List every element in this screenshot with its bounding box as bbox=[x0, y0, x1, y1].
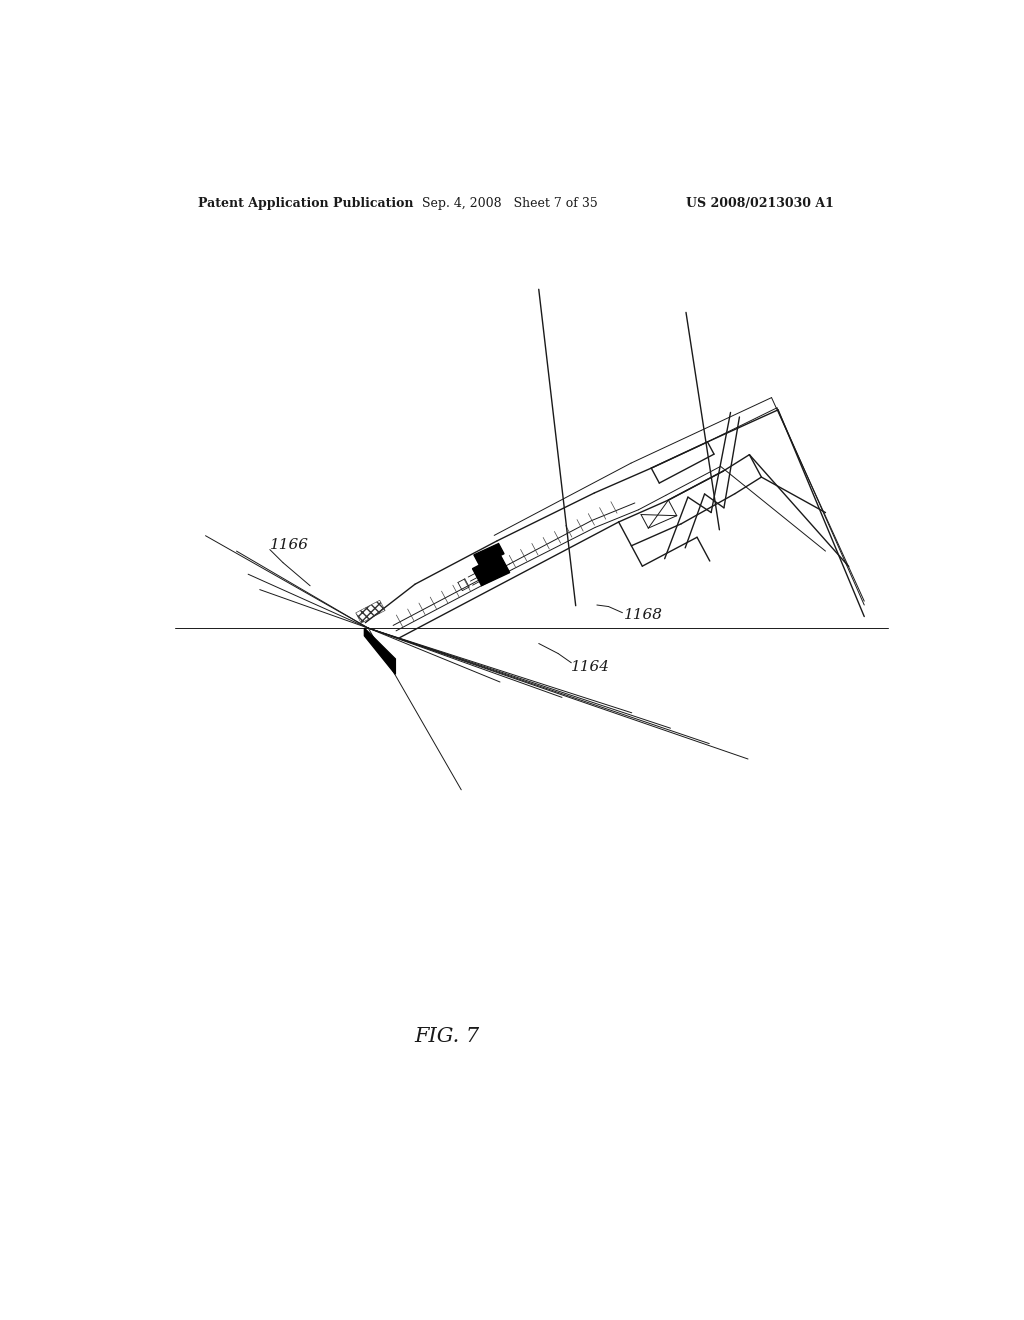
Polygon shape bbox=[365, 628, 395, 675]
Text: 1166: 1166 bbox=[270, 539, 309, 552]
Text: FIG. 7: FIG. 7 bbox=[415, 1027, 480, 1045]
Text: US 2008/0213030 A1: US 2008/0213030 A1 bbox=[686, 197, 834, 210]
Text: Sep. 4, 2008   Sheet 7 of 35: Sep. 4, 2008 Sheet 7 of 35 bbox=[423, 197, 598, 210]
Polygon shape bbox=[472, 554, 510, 586]
Text: 1164: 1164 bbox=[571, 660, 610, 673]
Text: 1168: 1168 bbox=[624, 609, 663, 622]
Polygon shape bbox=[474, 544, 504, 565]
Text: Patent Application Publication: Patent Application Publication bbox=[198, 197, 414, 210]
